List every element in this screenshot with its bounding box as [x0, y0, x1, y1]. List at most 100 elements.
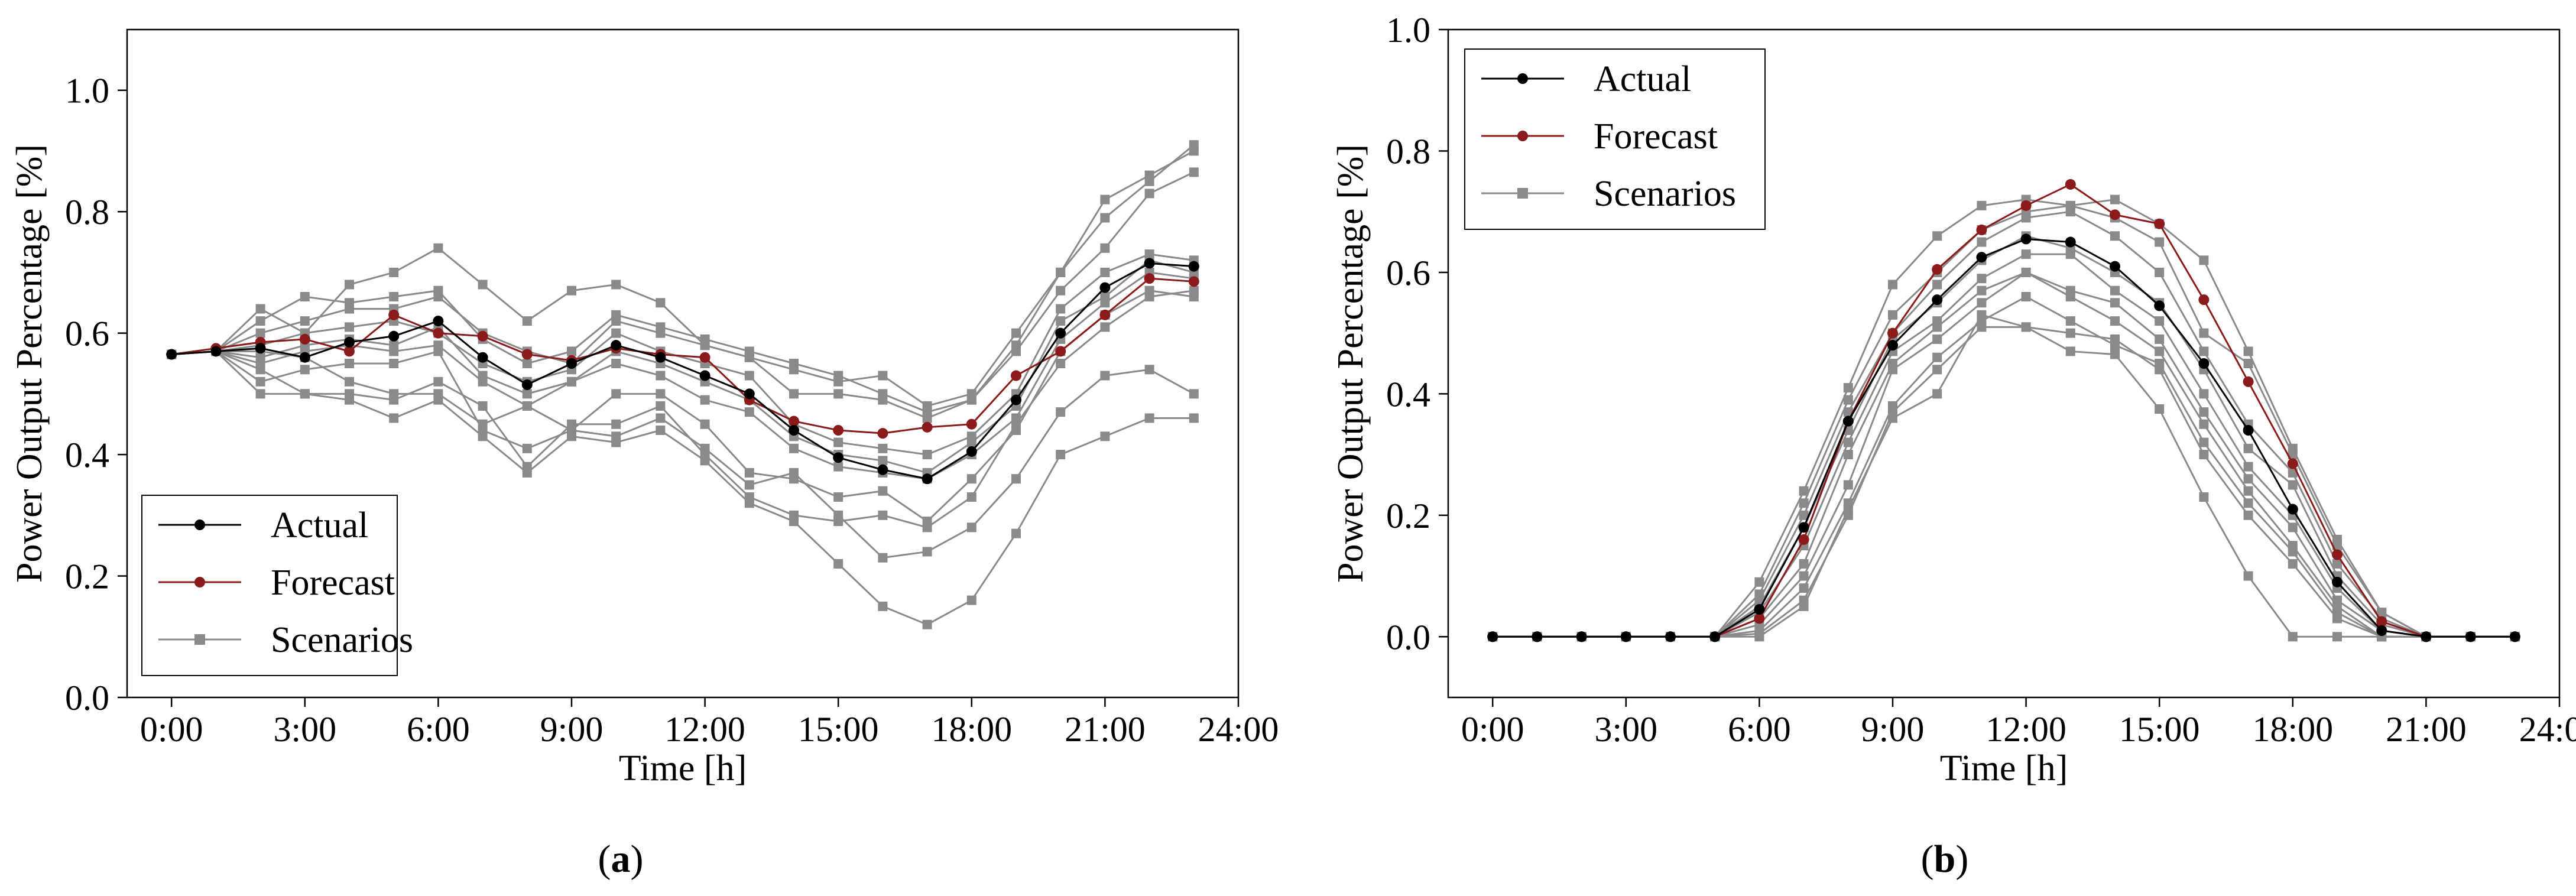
forecast-point [2198, 294, 2210, 306]
actual-point [477, 352, 488, 363]
scenario-point [2110, 298, 2120, 308]
scenario-point [789, 517, 799, 527]
scenario-point [2199, 328, 2209, 338]
actual-point [1099, 282, 1111, 293]
scenario-point [1843, 480, 1853, 490]
scenario-point [966, 474, 976, 484]
scenario-point [1100, 213, 1110, 223]
scenario-point [433, 376, 443, 387]
actual-point [2287, 504, 2298, 515]
x-tick-label: 6:00 [407, 710, 470, 749]
scenario-point [1977, 237, 1987, 247]
scenario-point [1144, 176, 1154, 186]
scenario-point [1056, 267, 1066, 277]
x-tick-label: 0:00 [140, 710, 203, 749]
actual-point [1887, 340, 1898, 351]
scenario-point [389, 359, 399, 368]
scenario-point [878, 456, 888, 466]
scenario-point [1144, 292, 1154, 301]
actual-point [2020, 233, 2032, 245]
scenario-point [389, 346, 399, 356]
scenario-line [171, 350, 1194, 626]
actual-series-a [166, 258, 1199, 485]
scenario-point [389, 413, 399, 423]
scenario-point [1977, 322, 1987, 332]
scenario-point [833, 492, 843, 502]
legend-label-forecast-a: Forecast [271, 563, 395, 603]
scenario-point [2332, 632, 2342, 642]
scenario-point [255, 389, 265, 399]
actual-point [1055, 327, 1066, 339]
actual-point [210, 346, 222, 357]
scenario-point [255, 365, 265, 375]
forecast-point [1754, 613, 1765, 624]
scenario-point [2199, 492, 2209, 502]
x-tick-label: 24:00 [2519, 710, 2576, 749]
scenario-point [1888, 365, 1897, 375]
scenario-point [1799, 559, 1809, 569]
actual-point [566, 358, 577, 369]
scenario-point [1888, 280, 1897, 290]
actual-point [1754, 604, 1765, 615]
scenario-point [1100, 243, 1110, 253]
scenario-point [1011, 346, 1021, 356]
x-tick-label: 9:00 [1861, 710, 1925, 749]
scenario-point [2243, 510, 2253, 520]
y-tick-label: 0.8 [65, 193, 109, 232]
legend-label-scenarios-b: Scenarios [1594, 174, 1736, 214]
y-tick-label: 0.6 [1386, 254, 1430, 293]
x-tick-label: 0:00 [1461, 710, 1524, 749]
caption-letter-b: b [1934, 837, 1956, 881]
scenario-point [389, 389, 399, 399]
y-axis-title-b: Power Output Percentage [%] [1331, 144, 1371, 583]
actual-point [1011, 394, 1021, 405]
forecast-point [521, 349, 533, 360]
forecast-point [2154, 218, 2165, 229]
x-axis-title-a: Time [h] [619, 748, 747, 788]
scenario-point [1056, 359, 1066, 368]
scenario-point [1011, 474, 1021, 484]
scenario-point [2155, 267, 2165, 277]
scenario-point [611, 389, 621, 399]
scenario-point [1799, 571, 1809, 581]
y-tick-label: 0.2 [65, 557, 109, 596]
scenario-point [922, 450, 932, 460]
scenario-point [656, 298, 666, 308]
scenario-point [255, 376, 265, 387]
scenario-point [1843, 504, 1853, 514]
scenario-point [345, 359, 354, 368]
actual-point [1798, 522, 1809, 533]
scenario-point [1056, 450, 1066, 460]
scenario-point [1843, 395, 1853, 405]
scenario-line [171, 259, 1195, 474]
scenario-point [567, 426, 576, 435]
legend-marker-scenarios-b [1517, 188, 1528, 199]
legend-b: Actual Forecast Scenarios [1464, 48, 1766, 230]
actual-point [2065, 236, 2076, 248]
scenario-point [700, 443, 710, 453]
scenario-point [1977, 274, 1987, 284]
scenario-point [700, 395, 710, 405]
scenario-line [171, 290, 1195, 523]
scenario-point [2243, 474, 2253, 484]
scenario-point [1189, 140, 1199, 150]
actual-point [922, 473, 933, 485]
scenario-point [2199, 346, 2209, 356]
actual-point [966, 446, 977, 457]
scenario-point [300, 292, 310, 301]
scenario-point [2110, 194, 2120, 204]
scenario-point [2021, 249, 2031, 259]
scenario-point [433, 243, 443, 253]
scenario-point [833, 510, 843, 520]
scenario-point [878, 601, 888, 611]
scenario-point [1011, 528, 1021, 538]
forecast-point [2287, 458, 2298, 469]
scenario-point [611, 316, 621, 326]
actual-point [1620, 631, 1631, 642]
scenario-point [2199, 437, 2209, 447]
scenario-point [1100, 298, 1110, 308]
scenario-point [744, 498, 754, 508]
scenario-point [1100, 371, 1110, 381]
y-tick-label: 0.4 [1386, 375, 1430, 414]
scenario-point [2110, 285, 2120, 296]
